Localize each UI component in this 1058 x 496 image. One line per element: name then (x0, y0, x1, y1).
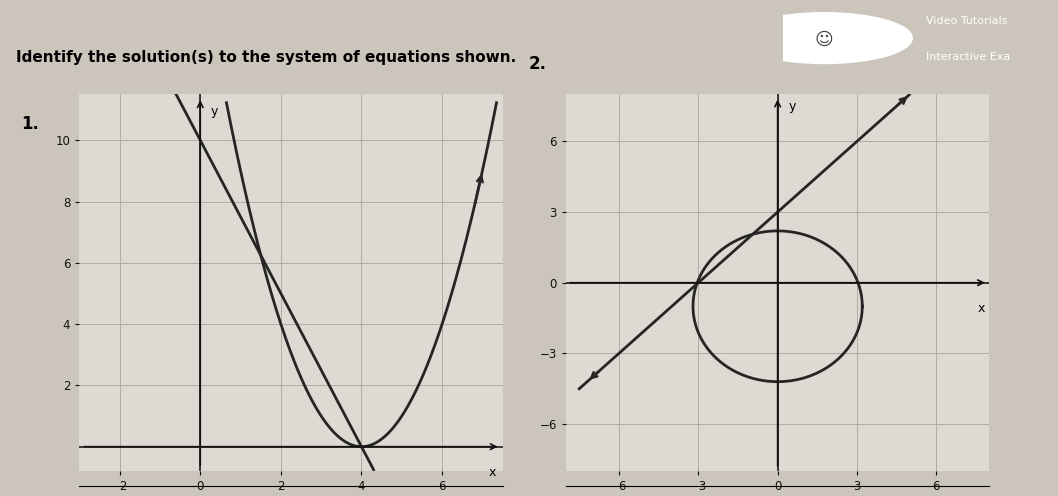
Text: ☺: ☺ (815, 31, 834, 49)
Text: 1.: 1. (21, 115, 39, 133)
Text: x: x (978, 302, 985, 314)
Text: y: y (211, 105, 218, 118)
Text: Video Tutorials: Video Tutorials (926, 16, 1007, 26)
Text: y: y (788, 100, 796, 113)
Text: Identify the solution(s) to the system of equations shown.: Identify the solution(s) to the system o… (16, 50, 516, 64)
Text: 2.: 2. (529, 56, 547, 73)
Circle shape (736, 13, 912, 63)
Text: Interactive Exa: Interactive Exa (926, 52, 1010, 62)
Text: x: x (489, 466, 496, 479)
